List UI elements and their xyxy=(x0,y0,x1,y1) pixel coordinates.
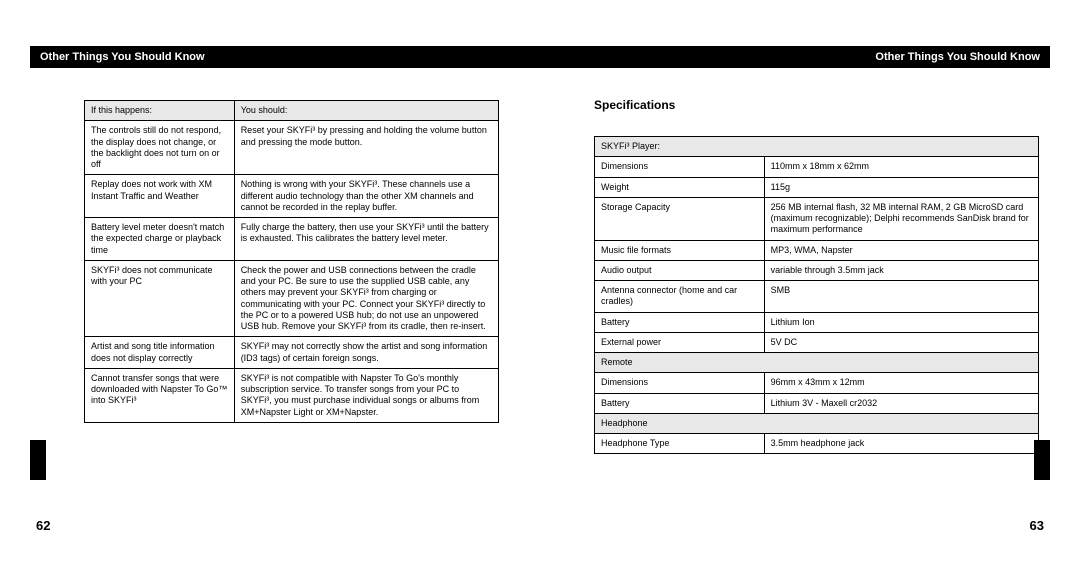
page-number-right: 63 xyxy=(1030,518,1044,533)
page-header-left: Other Things You Should Know xyxy=(30,46,540,68)
specs-table: SKYFi³ Player:Dimensions110mm x 18mm x 6… xyxy=(594,136,1039,454)
spec-key: External power xyxy=(595,332,765,352)
spec-value: 115g xyxy=(764,177,1038,197)
spec-value: Lithium 3V - Maxell cr2032 xyxy=(764,393,1038,413)
page-header-right: Other Things You Should Know xyxy=(540,46,1050,68)
spec-key: Dimensions xyxy=(595,157,765,177)
troubleshoot-solution: Reset your SKYFi³ by pressing and holdin… xyxy=(234,121,498,175)
spec-value: variable through 3.5mm jack xyxy=(764,260,1038,280)
page-header-left-text: Other Things You Should Know xyxy=(40,51,205,63)
spec-value: SMB xyxy=(764,281,1038,313)
spec-row: Dimensions110mm x 18mm x 62mm xyxy=(595,157,1039,177)
troubleshoot-row: Cannot transfer songs that were download… xyxy=(85,368,499,422)
troubleshoot-solution: Check the power and USB connections betw… xyxy=(234,260,498,337)
troubleshoot-solution: SKYFi³ is not compatible with Napster To… xyxy=(234,368,498,422)
troubleshoot-solution: SKYFi³ may not correctly show the artist… xyxy=(234,337,498,369)
troubleshoot-header-row: If this happens: You should: xyxy=(85,101,499,121)
spec-value: MP3, WMA, Napster xyxy=(764,240,1038,260)
spec-value: 110mm x 18mm x 62mm xyxy=(764,157,1038,177)
spec-section-row: SKYFi³ Player: xyxy=(595,137,1039,157)
spec-key: Audio output xyxy=(595,260,765,280)
troubleshoot-col2-header: You should: xyxy=(234,101,498,121)
troubleshoot-problem: The controls still do not respond, the d… xyxy=(85,121,235,175)
page-left: Other Things You Should Know If this hap… xyxy=(30,36,540,533)
specs-title: Specifications xyxy=(594,98,675,112)
troubleshoot-row: Artist and song title information does n… xyxy=(85,337,499,369)
page-number-left: 62 xyxy=(36,518,50,533)
spec-row: BatteryLithium Ion xyxy=(595,312,1039,332)
spec-section-name: SKYFi³ Player: xyxy=(595,137,1039,157)
spec-row: Antenna connector (home and car cradles)… xyxy=(595,281,1039,313)
spec-row: Music file formatsMP3, WMA, Napster xyxy=(595,240,1039,260)
manual-spread: Other Things You Should Know If this hap… xyxy=(0,0,1080,569)
troubleshoot-table: If this happens: You should: The control… xyxy=(84,100,499,423)
troubleshoot-row: SKYFi³ does not communicate with your PC… xyxy=(85,260,499,337)
troubleshoot-problem: SKYFi³ does not communicate with your PC xyxy=(85,260,235,337)
spec-key: Storage Capacity xyxy=(595,197,765,240)
spec-value: Lithium Ion xyxy=(764,312,1038,332)
spec-key: Weight xyxy=(595,177,765,197)
spec-row: Weight115g xyxy=(595,177,1039,197)
spec-key: Battery xyxy=(595,393,765,413)
troubleshoot-problem: Artist and song title information does n… xyxy=(85,337,235,369)
spec-value: 5V DC xyxy=(764,332,1038,352)
spec-section-row: Remote xyxy=(595,353,1039,373)
troubleshoot-col1-header: If this happens: xyxy=(85,101,235,121)
spec-key: Music file formats xyxy=(595,240,765,260)
spec-row: Dimensions96mm x 43mm x 12mm xyxy=(595,373,1039,393)
thumb-tab-right xyxy=(1034,440,1050,480)
page-right: Other Things You Should Know Specificati… xyxy=(540,36,1050,533)
thumb-tab-left xyxy=(30,440,46,480)
spec-section-name: Remote xyxy=(595,353,1039,373)
spec-row: Headphone Type3.5mm headphone jack xyxy=(595,434,1039,454)
spec-row: External power5V DC xyxy=(595,332,1039,352)
spec-section-name: Headphone xyxy=(595,413,1039,433)
spec-value: 256 MB internal flash, 32 MB internal RA… xyxy=(764,197,1038,240)
spec-key: Battery xyxy=(595,312,765,332)
spec-row: BatteryLithium 3V - Maxell cr2032 xyxy=(595,393,1039,413)
spec-value: 3.5mm headphone jack xyxy=(764,434,1038,454)
troubleshoot-problem: Battery level meter doesn't match the ex… xyxy=(85,218,235,261)
page-header-right-text: Other Things You Should Know xyxy=(875,51,1040,63)
spec-key: Dimensions xyxy=(595,373,765,393)
troubleshoot-solution: Fully charge the battery, then use your … xyxy=(234,218,498,261)
spec-row: Storage Capacity256 MB internal flash, 3… xyxy=(595,197,1039,240)
troubleshoot-row: Battery level meter doesn't match the ex… xyxy=(85,218,499,261)
spec-key: Antenna connector (home and car cradles) xyxy=(595,281,765,313)
spec-value: 96mm x 43mm x 12mm xyxy=(764,373,1038,393)
troubleshoot-row: The controls still do not respond, the d… xyxy=(85,121,499,175)
troubleshoot-row: Replay does not work with XM Instant Tra… xyxy=(85,175,499,218)
troubleshoot-problem: Cannot transfer songs that were download… xyxy=(85,368,235,422)
troubleshoot-solution: Nothing is wrong with your SKYFi³. These… xyxy=(234,175,498,218)
spec-key: Headphone Type xyxy=(595,434,765,454)
troubleshoot-problem: Replay does not work with XM Instant Tra… xyxy=(85,175,235,218)
spec-row: Audio outputvariable through 3.5mm jack xyxy=(595,260,1039,280)
spec-section-row: Headphone xyxy=(595,413,1039,433)
